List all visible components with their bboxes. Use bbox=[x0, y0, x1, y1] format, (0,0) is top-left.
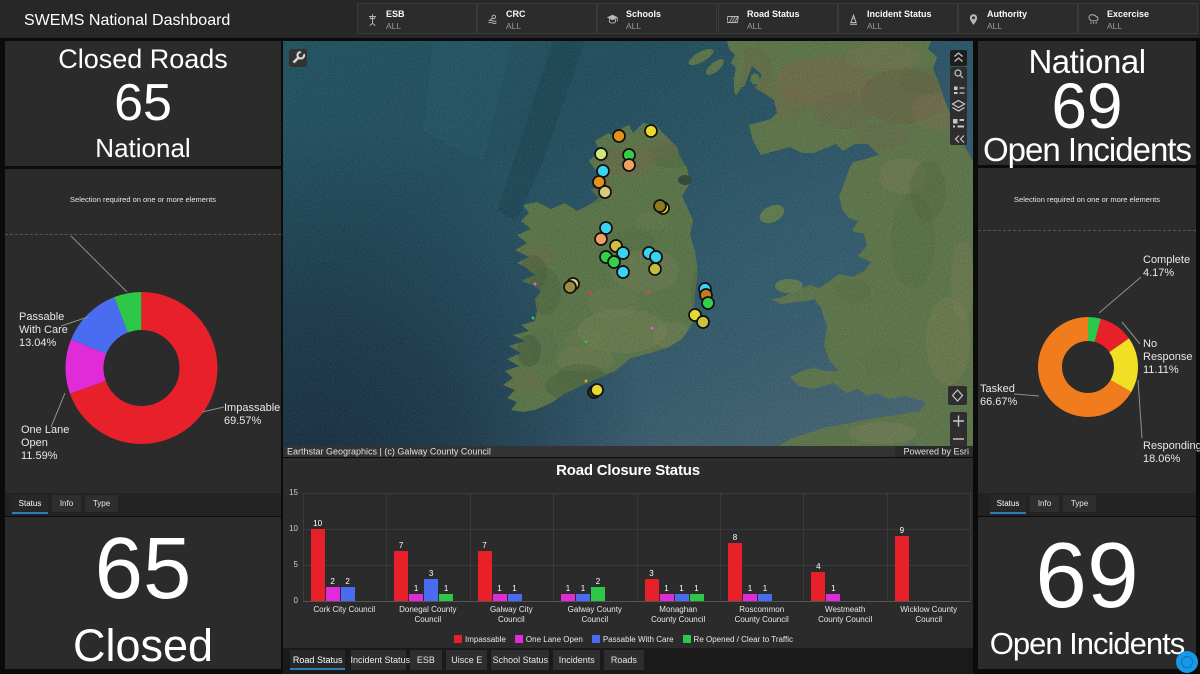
svg-text:Earthstar Geographics | (c) Ga: Earthstar Geographics | (c) Galway Count… bbox=[287, 447, 491, 457]
svg-text:Powered by Esri: Powered by Esri bbox=[903, 447, 969, 457]
